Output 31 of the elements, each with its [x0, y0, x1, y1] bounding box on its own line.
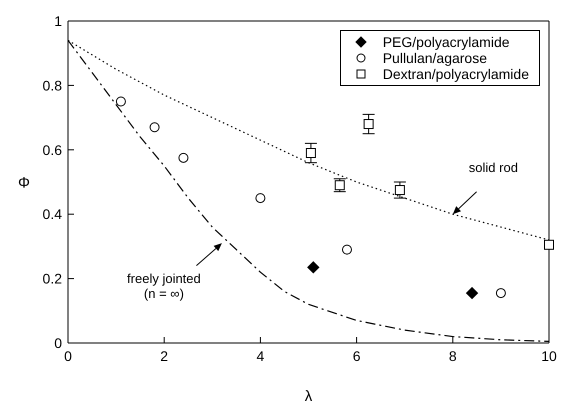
- legend-label: Pullulan/agarose: [382, 50, 487, 66]
- x-tick-label: 0: [64, 348, 72, 364]
- y-axis-title: Φ: [18, 174, 30, 192]
- legend-label: Dextran/polyacrylamide: [382, 66, 529, 82]
- point: [466, 287, 478, 300]
- y-tick-label: 0.4: [42, 206, 62, 222]
- annotation: solid rod: [468, 160, 518, 176]
- legend-label: PEG/polyacrylamide: [382, 34, 510, 50]
- y-tick-label: 0.2: [42, 270, 62, 287]
- y-tick-label: 0: [54, 334, 62, 351]
- point: [178, 152, 188, 163]
- point: [364, 119, 374, 130]
- y-tick-label: 0.6: [42, 142, 62, 158]
- x-axis-title: λ: [304, 388, 313, 405]
- x-tick-label: 8: [448, 348, 457, 364]
- x-tick-label: 4: [256, 348, 264, 364]
- point: [496, 288, 506, 298]
- x-tick-label: 2: [160, 348, 168, 364]
- point: [150, 122, 160, 132]
- point: [306, 148, 316, 158]
- x-tick-label: 10: [541, 348, 557, 364]
- point: [255, 193, 266, 204]
- point: [394, 185, 405, 196]
- point: [116, 96, 126, 106]
- point: [342, 244, 352, 255]
- annotation: freely jointed (n = ∞): [127, 271, 201, 302]
- x-tick-label: 6: [352, 348, 361, 364]
- point: [307, 261, 320, 274]
- y-tick-label: 1: [54, 12, 62, 29]
- y-tick-label: 0.8: [42, 77, 62, 94]
- point: [544, 240, 554, 250]
